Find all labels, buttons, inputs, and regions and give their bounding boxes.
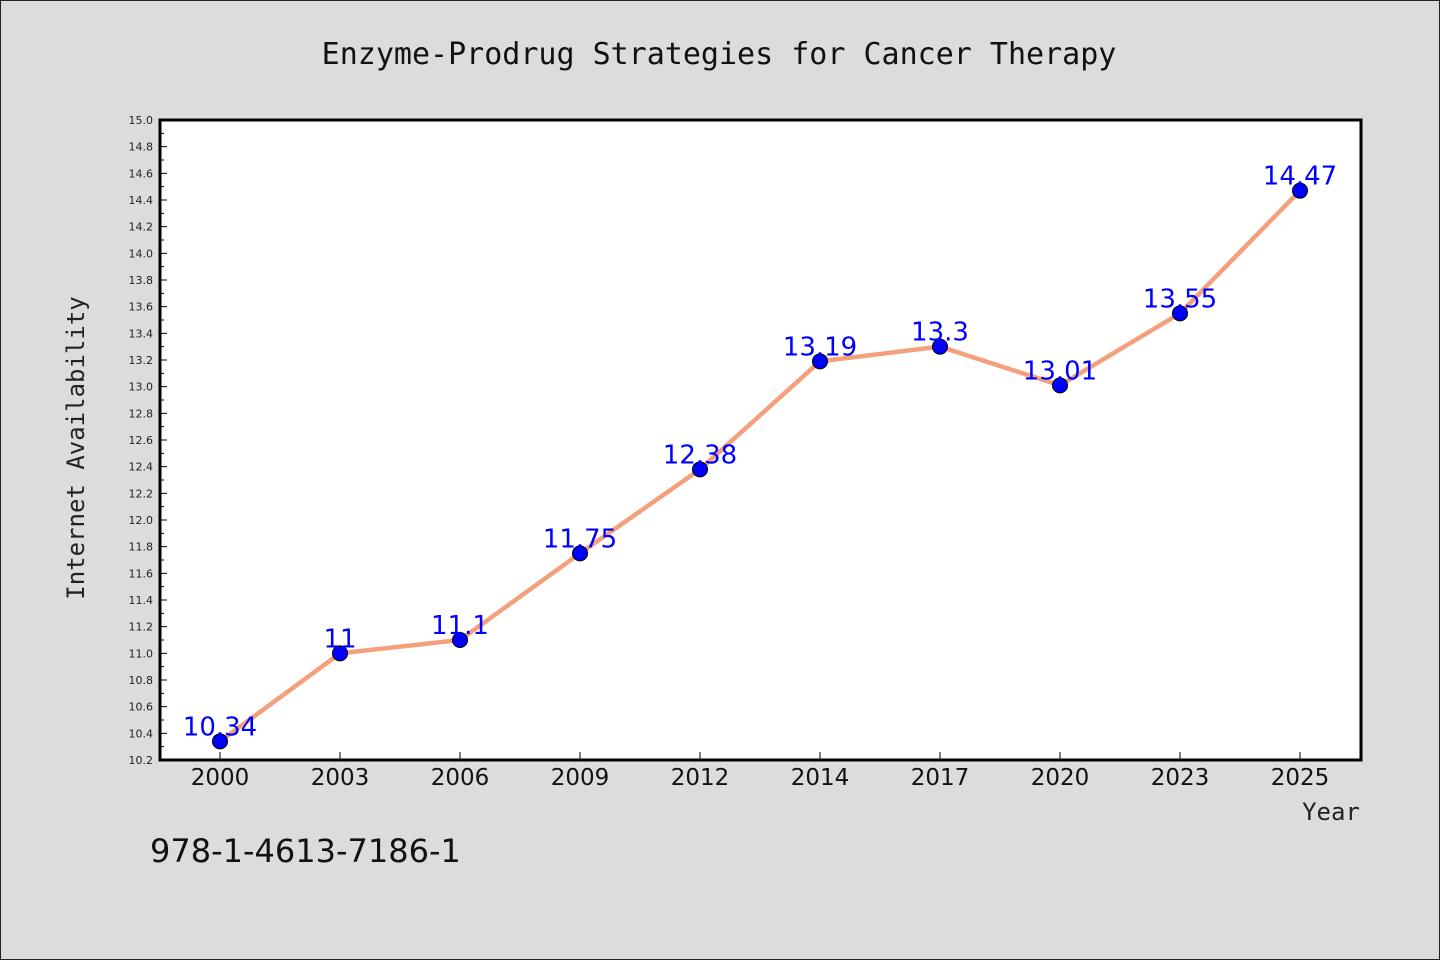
- x-tick-label: 2012: [671, 765, 730, 791]
- x-tick-label: 2009: [551, 765, 610, 791]
- y-tick-label: 12.2: [129, 487, 154, 500]
- y-tick-label: 11.4: [129, 594, 154, 607]
- data-label: 13.19: [783, 332, 857, 362]
- data-point: [812, 353, 828, 370]
- data-label: 11.75: [543, 524, 617, 554]
- chart-title: Enzyme-Prodrug Strategies for Cancer The…: [322, 37, 1117, 72]
- y-tick-label: 13.4: [129, 327, 154, 340]
- x-axis-label: Year: [1302, 798, 1360, 826]
- y-tick-label: 13.8: [129, 274, 154, 287]
- data-label: 13.01: [1023, 356, 1097, 386]
- x-tick-label: 2006: [431, 765, 490, 791]
- x-tick-label: 2023: [1151, 765, 1210, 791]
- markers-group: [212, 182, 1308, 750]
- data-label: 11: [323, 624, 356, 654]
- x-tick-label: 2020: [1031, 765, 1090, 791]
- series-line-group: [217, 188, 1303, 744]
- y-tick-label: 10.8: [129, 674, 154, 687]
- data-point: [572, 545, 588, 562]
- data-label: 14.47: [1263, 162, 1337, 192]
- y-tick-label: 13.0: [129, 381, 154, 394]
- y-tick-label: 11.6: [129, 567, 154, 580]
- data-label: 10.34: [183, 712, 257, 742]
- series-line: [217, 188, 1303, 744]
- y-tick-label: 11.2: [129, 621, 154, 634]
- data-point: [212, 733, 228, 750]
- data-point: [692, 461, 708, 478]
- y-tick-label: 14.8: [129, 141, 154, 154]
- y-tick-label: 10.6: [129, 701, 154, 714]
- x-tick-label: 2003: [311, 765, 370, 791]
- y-tick-label: 12.6: [129, 434, 154, 447]
- data-label: 13.3: [911, 318, 969, 348]
- y-tick-label: 12.4: [129, 461, 154, 474]
- y-tick-label: 13.6: [129, 301, 154, 314]
- y-tick-label: 11.0: [129, 647, 154, 660]
- y-axis-label: Internet Availability: [62, 296, 90, 599]
- y-tick-label: 14.4: [129, 194, 154, 207]
- y-tick-label: 12.8: [129, 407, 154, 420]
- y-tick-label: 15.0: [129, 114, 154, 127]
- data-labels-group: 10.34 11 11.1 11.75 12.38 13.19 13.3 13.01 13.55…: [183, 162, 1337, 743]
- data-point: [332, 645, 348, 662]
- y-tick-label: 14.6: [129, 167, 154, 180]
- y-tick-label: 10.4: [129, 727, 154, 740]
- y-tick-label: 13.2: [129, 354, 154, 367]
- data-point: [932, 338, 948, 355]
- x-tick-label: 2014: [791, 765, 850, 791]
- y-tick-label: 14.0: [129, 247, 154, 260]
- plot-area: [158, 118, 1363, 762]
- data-point: [1172, 305, 1188, 322]
- x-tick-label: 2025: [1271, 765, 1330, 791]
- x-axis: 2000 2003 2006 2009 2012 2014 2017 2020 2023 2025: [191, 752, 1330, 791]
- data-point: [452, 632, 468, 648]
- data-point: [1052, 377, 1068, 394]
- x-tick-label: 2017: [911, 765, 970, 791]
- data-point: [1292, 182, 1308, 199]
- y-axis: 10.2 10.4 10.6 10.8 11.0 11.2 11.4 11.6 11.8 12.0…: [129, 114, 167, 767]
- y-tick-label: 10.2: [129, 754, 154, 767]
- y-tick-label: 11.8: [129, 541, 154, 554]
- x-tick-label: 2000: [191, 765, 250, 791]
- isbn-text: 978-1-4613-7186-1: [150, 832, 461, 870]
- data-label: 12.38: [663, 440, 737, 470]
- data-label: 11.1: [431, 611, 489, 641]
- y-tick-label: 12.0: [129, 514, 154, 527]
- y-tick-label: 14.2: [129, 221, 154, 234]
- data-label: 13.55: [1143, 284, 1217, 314]
